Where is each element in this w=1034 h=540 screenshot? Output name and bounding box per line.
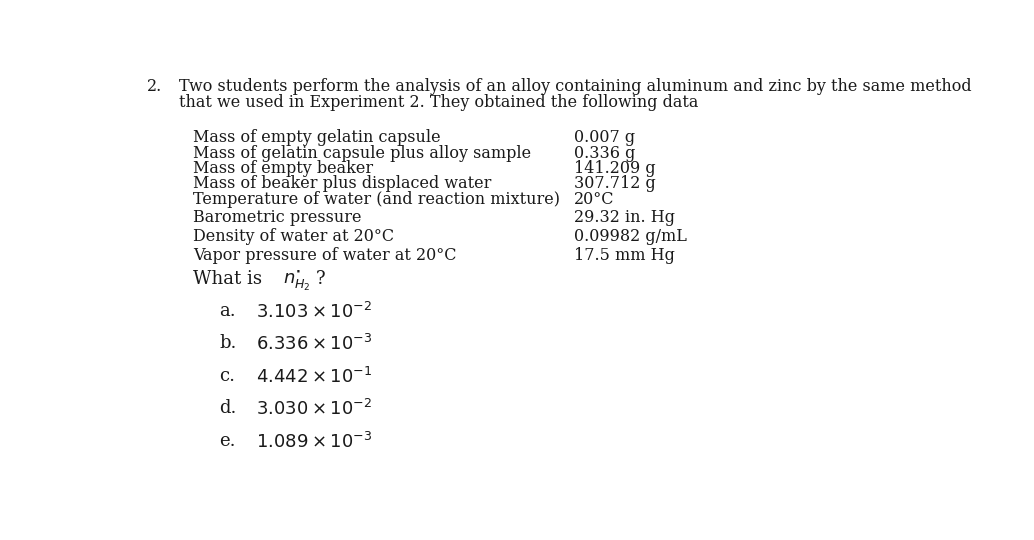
Text: Mass of empty beaker: Mass of empty beaker bbox=[193, 160, 373, 177]
Text: $n^{\boldsymbol{\cdot}}_{H_2}$: $n^{\boldsymbol{\cdot}}_{H_2}$ bbox=[283, 268, 311, 293]
Text: b.: b. bbox=[219, 334, 237, 352]
Text: 20°C: 20°C bbox=[574, 191, 614, 208]
Text: Two students perform the analysis of an alloy containing aluminum and zinc by th: Two students perform the analysis of an … bbox=[179, 78, 972, 95]
Text: 307.712 g: 307.712 g bbox=[574, 176, 656, 192]
Text: e.: e. bbox=[219, 431, 236, 449]
Text: $\mathrm{3.103} \times \mathrm{10}^{-2}$: $\mathrm{3.103} \times \mathrm{10}^{-2}$ bbox=[255, 302, 372, 322]
Text: a.: a. bbox=[219, 302, 236, 320]
Text: Mass of empty gelatin capsule: Mass of empty gelatin capsule bbox=[193, 129, 440, 146]
Text: ?: ? bbox=[316, 270, 326, 288]
Text: Mass of beaker plus displaced water: Mass of beaker plus displaced water bbox=[193, 176, 492, 192]
Text: 29.32 in. Hg: 29.32 in. Hg bbox=[574, 210, 675, 226]
Text: d.: d. bbox=[219, 399, 237, 417]
Text: that we used in Experiment 2. They obtained the following data: that we used in Experiment 2. They obtai… bbox=[179, 94, 698, 111]
Text: 17.5 mm Hg: 17.5 mm Hg bbox=[574, 247, 675, 264]
Text: $\mathrm{6.336} \times \mathrm{10}^{-3}$: $\mathrm{6.336} \times \mathrm{10}^{-3}$ bbox=[255, 334, 372, 354]
Text: 0.336 g: 0.336 g bbox=[574, 145, 635, 161]
Text: 2.: 2. bbox=[147, 78, 162, 95]
Text: 0.09982 g/mL: 0.09982 g/mL bbox=[574, 228, 687, 245]
Text: $\mathrm{4.442} \times \mathrm{10}^{-1}$: $\mathrm{4.442} \times \mathrm{10}^{-1}$ bbox=[255, 367, 372, 387]
Text: Barometric pressure: Barometric pressure bbox=[193, 210, 362, 226]
Text: 0.007 g: 0.007 g bbox=[574, 129, 635, 146]
Text: Mass of gelatin capsule plus alloy sample: Mass of gelatin capsule plus alloy sampl… bbox=[193, 145, 531, 161]
Text: $\mathrm{1.089} \times \mathrm{10}^{-3}$: $\mathrm{1.089} \times \mathrm{10}^{-3}$ bbox=[255, 431, 372, 451]
Text: Vapor pressure of water at 20°C: Vapor pressure of water at 20°C bbox=[193, 247, 457, 264]
Text: $\mathrm{3.030} \times \mathrm{10}^{-2}$: $\mathrm{3.030} \times \mathrm{10}^{-2}$ bbox=[255, 399, 372, 419]
Text: c.: c. bbox=[219, 367, 235, 384]
Text: What is: What is bbox=[193, 270, 263, 288]
Text: 141.209 g: 141.209 g bbox=[574, 160, 656, 177]
Text: Density of water at 20°C: Density of water at 20°C bbox=[193, 228, 395, 245]
Text: Temperature of water (and reaction mixture): Temperature of water (and reaction mixtu… bbox=[193, 191, 560, 208]
